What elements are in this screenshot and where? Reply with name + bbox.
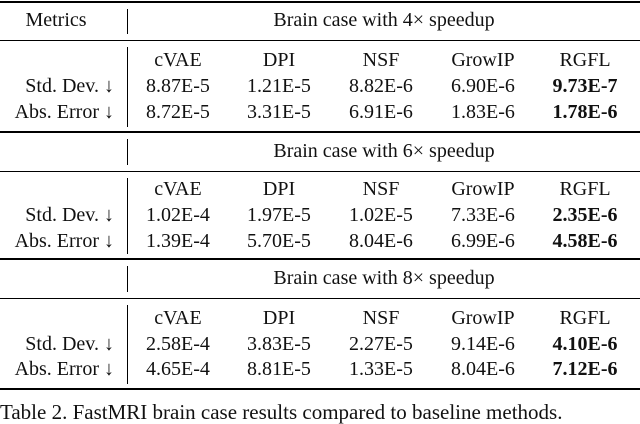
section1-body-separator — [127, 47, 128, 127]
section3-title-rule — [0, 298, 640, 299]
column-header-cvae: cVAE — [154, 178, 202, 200]
value-cell: 1.83E-6 — [451, 101, 515, 123]
table-caption: Table 2. FastMRI brain case results comp… — [0, 400, 563, 424]
value-cell: 6.99E-6 — [451, 230, 515, 252]
column-header-nsf: NSF — [362, 49, 400, 71]
section3-title-separator — [127, 266, 128, 292]
row-label-abs-error: Abs. Error ↓ — [14, 358, 114, 380]
value-cell: 7.33E-6 — [451, 204, 515, 226]
section2-title-rule — [0, 171, 640, 172]
column-header-growip: GrowIP — [451, 178, 515, 200]
row-label-abs-error: Abs. Error ↓ — [14, 101, 114, 123]
value-cell: 1.02E-5 — [349, 204, 413, 226]
header-separator — [127, 9, 128, 34]
row-label-std-dev: Std. Dev. ↓ — [25, 75, 114, 97]
row-label-abs-error: Abs. Error ↓ — [14, 230, 114, 252]
section2-title-separator — [127, 139, 128, 165]
section2-top-rule — [0, 131, 640, 133]
best-value-cell: 4.58E-6 — [552, 230, 618, 252]
value-cell: 8.04E-6 — [349, 230, 413, 252]
best-value-cell: 2.35E-6 — [552, 204, 618, 226]
column-header-rgfl: RGFL — [559, 307, 611, 329]
column-header-rgfl: RGFL — [559, 178, 611, 200]
column-header-growip: GrowIP — [451, 49, 515, 71]
column-header-cvae: cVAE — [154, 49, 202, 71]
value-cell: 6.91E-6 — [349, 101, 413, 123]
section3-top-rule — [0, 258, 640, 260]
value-cell: 8.72E-5 — [146, 101, 210, 123]
column-header-growip: GrowIP — [451, 307, 515, 329]
section1-title-rule — [0, 40, 640, 41]
value-cell: 2.58E-4 — [146, 333, 210, 355]
section-2-title: Brain case with 6× speedup — [273, 140, 495, 162]
value-cell: 1.97E-5 — [247, 204, 311, 226]
value-cell: 1.39E-4 — [146, 230, 210, 252]
value-cell: 8.04E-6 — [451, 358, 515, 380]
value-cell: 4.65E-4 — [146, 358, 210, 380]
metrics-header: Metrics — [25, 9, 87, 31]
section2-body-separator — [127, 178, 128, 254]
value-cell: 1.21E-5 — [247, 75, 311, 97]
section-1-title: Brain case with 4× speedup — [273, 9, 495, 31]
best-value-cell: 7.12E-6 — [552, 358, 618, 380]
column-header-nsf: NSF — [362, 307, 400, 329]
value-cell: 6.90E-6 — [451, 75, 515, 97]
value-cell: 3.31E-5 — [247, 101, 311, 123]
best-value-cell: 9.73E-7 — [552, 75, 618, 97]
value-cell: 3.83E-5 — [247, 333, 311, 355]
section3-body-separator — [127, 305, 128, 384]
bottom-rule — [0, 388, 640, 390]
top-rule — [0, 1, 640, 3]
column-header-dpi: DPI — [262, 178, 296, 200]
column-header-dpi: DPI — [262, 307, 296, 329]
value-cell: 8.82E-6 — [349, 75, 413, 97]
row-label-std-dev: Std. Dev. ↓ — [25, 333, 114, 355]
column-header-nsf: NSF — [362, 178, 400, 200]
value-cell: 1.33E-5 — [349, 358, 413, 380]
row-label-std-dev: Std. Dev. ↓ — [25, 204, 114, 226]
value-cell: 8.87E-5 — [146, 75, 210, 97]
section-3-title: Brain case with 8× speedup — [273, 267, 495, 289]
column-header-cvae: cVAE — [154, 307, 202, 329]
column-header-dpi: DPI — [262, 49, 296, 71]
column-header-rgfl: RGFL — [559, 49, 611, 71]
value-cell: 2.27E-5 — [349, 333, 413, 355]
value-cell: 9.14E-6 — [451, 333, 515, 355]
best-value-cell: 1.78E-6 — [552, 101, 618, 123]
value-cell: 5.70E-5 — [247, 230, 311, 252]
best-value-cell: 4.10E-6 — [552, 333, 618, 355]
value-cell: 8.81E-5 — [247, 358, 311, 380]
value-cell: 1.02E-4 — [146, 204, 210, 226]
